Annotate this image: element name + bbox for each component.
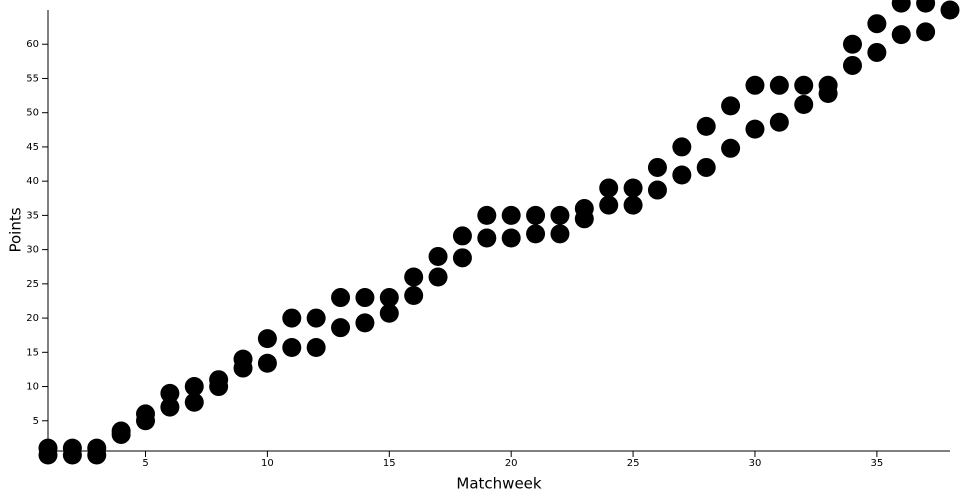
point <box>87 445 107 465</box>
point <box>794 94 814 114</box>
point <box>331 288 351 308</box>
point <box>136 411 156 431</box>
point <box>111 424 131 444</box>
point <box>891 0 911 13</box>
point <box>672 165 692 185</box>
point <box>550 205 570 225</box>
point <box>62 445 82 465</box>
x-tick-label: 10 <box>261 458 274 469</box>
point <box>160 383 180 403</box>
point <box>282 338 302 358</box>
point <box>526 224 546 244</box>
x-axis-label: Matchweek <box>456 475 541 493</box>
y-tick-label: 50 <box>26 108 39 119</box>
y-axis-label: Points <box>7 207 25 252</box>
point <box>891 25 911 45</box>
point <box>867 14 887 34</box>
point <box>769 112 789 132</box>
point <box>916 0 936 13</box>
point <box>404 285 424 305</box>
point <box>623 178 643 198</box>
point <box>160 397 180 417</box>
point <box>647 180 667 200</box>
point <box>452 226 472 246</box>
y-tick-label: 15 <box>26 347 39 358</box>
point <box>818 84 838 104</box>
point <box>38 445 58 465</box>
point <box>331 318 351 338</box>
point <box>842 34 862 54</box>
point <box>745 119 765 139</box>
point <box>282 308 302 328</box>
y-tick-label: 45 <box>26 142 39 153</box>
point <box>404 267 424 287</box>
y-tick-label: 20 <box>26 313 39 324</box>
point <box>745 75 765 95</box>
y-tick-label: 40 <box>26 176 39 187</box>
point <box>355 288 375 308</box>
y-tick-label: 10 <box>26 382 39 393</box>
y-tick-label: 30 <box>26 245 39 256</box>
point <box>842 55 862 75</box>
point <box>599 195 619 215</box>
point <box>721 138 741 158</box>
y-tick-label: 60 <box>26 39 39 50</box>
point <box>696 157 716 177</box>
point <box>209 377 229 397</box>
point <box>721 96 741 116</box>
point <box>794 75 814 95</box>
point <box>257 329 277 349</box>
point <box>428 246 448 266</box>
point <box>184 392 204 412</box>
y-tick-label: 55 <box>26 73 39 84</box>
point <box>672 137 692 157</box>
point <box>940 0 960 20</box>
point <box>184 377 204 397</box>
x-tick-label: 5 <box>142 458 148 469</box>
point <box>867 42 887 62</box>
point <box>647 157 667 177</box>
x-tick-label: 25 <box>627 458 640 469</box>
point <box>501 228 521 248</box>
x-tick-label: 30 <box>749 458 762 469</box>
point <box>379 303 399 323</box>
x-tick-label: 35 <box>870 458 883 469</box>
point <box>769 75 789 95</box>
point <box>233 358 253 378</box>
point <box>599 178 619 198</box>
point <box>257 353 277 373</box>
point <box>550 224 570 244</box>
point <box>916 22 936 42</box>
x-tick-label: 20 <box>505 458 518 469</box>
y-tick-label: 35 <box>26 210 39 221</box>
point <box>428 267 448 287</box>
point <box>306 308 326 328</box>
point <box>452 248 472 268</box>
point <box>355 313 375 333</box>
point <box>379 288 399 308</box>
x-tick-label: 15 <box>383 458 396 469</box>
point <box>526 205 546 225</box>
y-tick-label: 25 <box>26 279 39 290</box>
point <box>696 116 716 136</box>
point <box>306 338 326 358</box>
point <box>501 205 521 225</box>
y-tick-label: 5 <box>33 416 39 427</box>
point <box>477 205 497 225</box>
point <box>574 209 594 229</box>
point <box>623 195 643 215</box>
point <box>477 228 497 248</box>
